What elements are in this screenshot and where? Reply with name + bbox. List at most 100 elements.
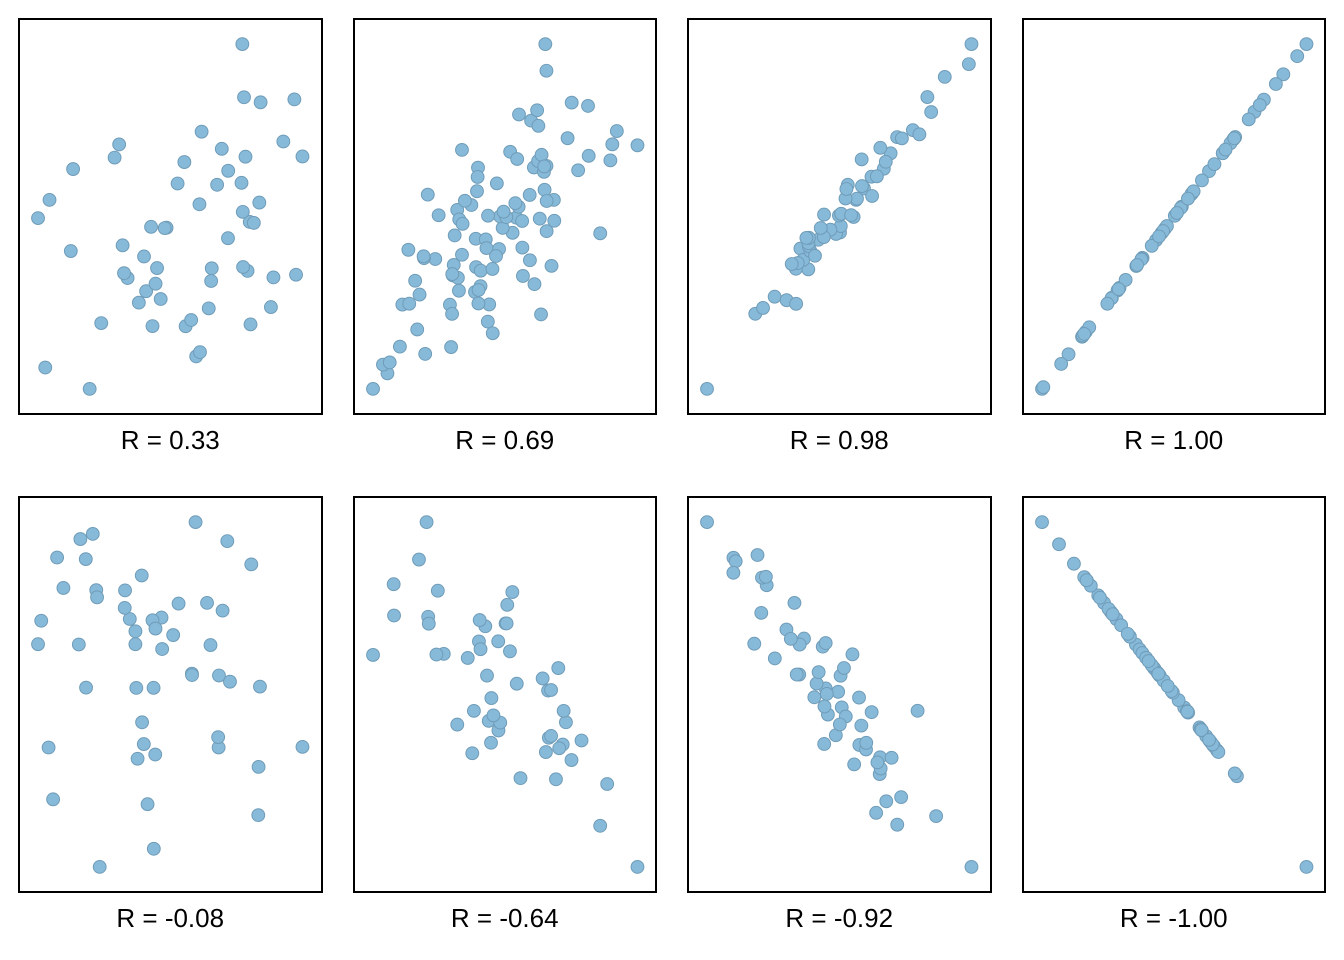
data-point bbox=[473, 614, 486, 627]
data-point bbox=[481, 315, 494, 328]
data-point bbox=[1093, 591, 1106, 604]
data-point bbox=[147, 681, 160, 694]
data-point bbox=[32, 638, 45, 651]
scatter-panel: R = -0.92 bbox=[687, 496, 992, 942]
data-point bbox=[237, 261, 250, 274]
data-point bbox=[820, 687, 833, 700]
data-point bbox=[1067, 557, 1080, 570]
scatter-plot bbox=[355, 20, 656, 413]
data-point bbox=[431, 584, 444, 597]
data-point bbox=[93, 860, 106, 873]
data-point bbox=[410, 323, 423, 336]
data-point bbox=[505, 586, 518, 599]
data-point bbox=[1195, 174, 1208, 187]
data-point bbox=[891, 818, 904, 831]
data-point bbox=[818, 700, 831, 713]
data-point bbox=[848, 758, 861, 771]
data-point bbox=[83, 382, 96, 395]
data-point bbox=[145, 220, 158, 233]
data-point bbox=[42, 741, 55, 754]
data-point bbox=[1242, 113, 1255, 126]
data-point bbox=[417, 250, 430, 263]
data-point bbox=[913, 128, 926, 141]
data-point bbox=[531, 119, 544, 132]
data-point bbox=[605, 138, 618, 151]
data-point bbox=[138, 250, 151, 263]
data-point bbox=[135, 569, 148, 582]
data-point bbox=[185, 314, 198, 327]
data-point bbox=[158, 222, 171, 235]
data-point bbox=[838, 662, 851, 675]
data-point bbox=[515, 241, 528, 254]
data-point bbox=[472, 297, 485, 310]
data-point bbox=[790, 297, 803, 310]
data-point bbox=[444, 341, 457, 354]
data-point bbox=[1300, 38, 1313, 51]
data-point bbox=[189, 516, 202, 529]
data-point bbox=[582, 149, 595, 162]
data-point bbox=[420, 516, 433, 529]
data-point bbox=[810, 677, 823, 690]
data-point bbox=[43, 193, 56, 206]
data-point bbox=[593, 227, 606, 240]
data-point bbox=[565, 754, 578, 767]
data-point bbox=[785, 258, 798, 271]
data-point bbox=[474, 264, 487, 277]
data-point bbox=[387, 578, 400, 591]
data-point bbox=[288, 93, 301, 106]
data-point bbox=[1106, 608, 1119, 621]
data-point bbox=[149, 277, 162, 290]
data-point bbox=[1112, 283, 1125, 296]
plot-frame bbox=[1022, 18, 1327, 415]
data-point bbox=[141, 798, 154, 811]
data-point bbox=[418, 347, 431, 360]
data-point bbox=[559, 716, 572, 729]
data-point bbox=[194, 346, 207, 359]
data-point bbox=[216, 604, 229, 617]
data-point bbox=[487, 709, 500, 722]
data-point bbox=[1035, 516, 1048, 529]
data-point bbox=[885, 751, 898, 764]
data-point bbox=[490, 177, 503, 190]
data-point bbox=[748, 637, 761, 650]
panel-caption: R = 0.98 bbox=[790, 425, 889, 456]
data-point bbox=[149, 748, 162, 761]
data-point bbox=[925, 106, 938, 119]
data-point bbox=[213, 669, 226, 682]
data-point bbox=[497, 205, 510, 218]
data-point bbox=[727, 566, 740, 579]
data-point bbox=[845, 209, 858, 222]
data-point bbox=[47, 793, 60, 806]
data-point bbox=[408, 274, 421, 287]
data-point bbox=[551, 662, 564, 675]
data-point bbox=[458, 194, 471, 207]
scatter-panel: R = -0.64 bbox=[353, 496, 658, 942]
data-point bbox=[631, 139, 644, 152]
data-point bbox=[130, 681, 143, 694]
data-point bbox=[921, 91, 934, 104]
data-point bbox=[254, 680, 267, 693]
data-point bbox=[455, 143, 468, 156]
data-point bbox=[1227, 132, 1240, 145]
plot-frame bbox=[353, 18, 658, 415]
data-point bbox=[581, 100, 594, 113]
data-point bbox=[131, 752, 144, 765]
data-point bbox=[239, 150, 252, 163]
scatter-panel: R = -1.00 bbox=[1022, 496, 1327, 942]
data-point bbox=[1052, 538, 1065, 551]
data-point bbox=[129, 638, 142, 651]
data-point bbox=[1290, 50, 1303, 63]
data-point bbox=[832, 685, 845, 698]
data-point bbox=[156, 643, 169, 656]
data-point bbox=[809, 249, 822, 262]
data-point bbox=[432, 209, 445, 222]
data-point bbox=[387, 609, 400, 622]
data-point bbox=[393, 340, 406, 353]
data-point bbox=[515, 215, 528, 228]
data-point bbox=[561, 132, 574, 145]
scatter-panel: R = 0.69 bbox=[353, 18, 658, 464]
data-point bbox=[236, 38, 249, 51]
data-point bbox=[421, 188, 434, 201]
data-point bbox=[265, 301, 278, 314]
data-point bbox=[1170, 207, 1183, 220]
